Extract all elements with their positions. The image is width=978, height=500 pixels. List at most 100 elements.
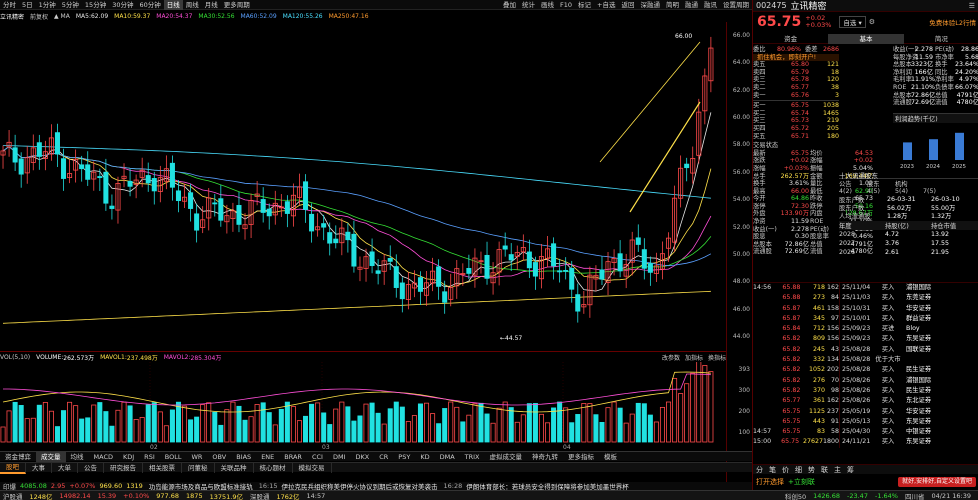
trend-line[interactable] (629, 101, 701, 213)
indicator-tab[interactable]: 资金博弈 (5, 452, 31, 461)
rating-row[interactable]: 25/09/23 买入 东吴证券 (840, 334, 978, 344)
rating-row[interactable]: 25/11/03 买入 东莞证券 (840, 293, 978, 303)
rating-row[interactable]: 25/09/23 买进 Bloy (840, 324, 978, 334)
rating-row[interactable]: 25/08/26 买入 浦银国际 (840, 376, 978, 386)
rating-row[interactable]: 25/05/19 买入 华安证券 (840, 407, 978, 417)
sub-tab[interactable]: 核心题材 (254, 462, 293, 473)
menu-icon[interactable]: ☰ (968, 1, 975, 10)
sub-tab[interactable]: 大事 (26, 462, 52, 473)
adjust-mode[interactable]: 前复权 (30, 13, 49, 21)
indicator-tab[interactable]: 更多指标 (568, 452, 595, 461)
order-row[interactable]: 买二 65.74 1465 (753, 110, 839, 118)
rp-tab-b[interactable]: 笔 (769, 465, 776, 474)
rp-tab[interactable]: 基本 (828, 33, 904, 44)
indicator-tab[interactable]: 均线 (70, 452, 84, 461)
volume-chart[interactable]: 02 03 04 (0, 362, 726, 451)
rating-row[interactable]: 25/08/28 买入 民生证券 (840, 365, 978, 375)
period-tab[interactable]: 月线 (204, 0, 218, 9)
rp-tab-d[interactable]: 细 (795, 465, 802, 474)
news-headline-1[interactable]: 功岛能源市场及商品与欧盟标准接轨 (148, 483, 253, 491)
rp-tab[interactable]: 资金 (784, 34, 798, 43)
rp-tab[interactable]: 简况 (934, 34, 948, 43)
news-headline-2[interactable]: 伊拉克民兵组织称美伊停火协议到期后或恢复对美袭击 (281, 483, 438, 491)
rating-row[interactable]: 25/08/26 买入 民生证券 (840, 386, 978, 396)
period-tab[interactable]: 30分钟 (112, 0, 134, 9)
sub-tab[interactable]: 研究报告 (104, 462, 143, 473)
rating-row[interactable]: 25/11/04 买入 浦银国际 (840, 283, 978, 293)
toolbar-right-tab[interactable]: 深融通 (640, 0, 661, 9)
rating-row[interactable]: 25/08/28 买入 国联证券 (840, 345, 978, 355)
indicator-tab[interactable]: KDJ (122, 452, 135, 461)
sub-tab[interactable]: 大单 (52, 462, 78, 473)
indicator-tab[interactable]: KD (420, 452, 430, 461)
sub-tab[interactable]: 模拟交易 (293, 462, 332, 473)
order-row[interactable]: 卖四 65.79 18 (753, 69, 839, 77)
toolbar-right-tab[interactable]: 融讯 (704, 0, 717, 9)
indicator-tab[interactable]: PSY (398, 452, 411, 461)
toolbar-tool[interactable]: 叠加 (503, 0, 517, 9)
period-tab[interactable]: 1分钟 (38, 0, 56, 9)
indicator-tab[interactable]: RSI (144, 452, 155, 461)
period-tab[interactable]: 5分钟 (61, 0, 79, 9)
toolbar-tool[interactable]: 返回 (621, 0, 635, 9)
vol-tool[interactable]: 换指标 (707, 354, 726, 362)
toolbar-right-tab[interactable]: 简明 (666, 0, 679, 9)
indicator-tab[interactable]: DMI (332, 452, 346, 461)
rp-tab-h[interactable]: 筹 (847, 465, 854, 474)
indicator-tab[interactable]: CR (379, 452, 389, 461)
news-headline-3[interactable]: 伊朗体育部长：若球员安全得到保障将参加美加墨世界杯 (466, 483, 629, 491)
order-row[interactable]: 买五 65.71 180 (753, 133, 839, 141)
watchlist-dropdown[interactable]: 自选 ▾ (839, 16, 866, 28)
period-tab[interactable]: 日线 (163, 0, 183, 10)
toolbar-tool[interactable]: F10 (560, 0, 573, 9)
rating-row[interactable]: 25/10/01 买入 群益证券 (840, 314, 978, 324)
custom-setting-button[interactable]: 就好,安排好,自定义设置吧 (898, 477, 976, 487)
order-row[interactable]: 卖三 65.78 120 (753, 76, 839, 84)
promo-text[interactable]: 抓住机会，即刻开户! (757, 53, 817, 61)
indicator-tab[interactable]: BRAR (284, 452, 302, 461)
period-tab[interactable]: 分时 (3, 0, 16, 9)
indicator-tab[interactable]: BOLL (164, 452, 182, 461)
rating-row[interactable]: 25/04/30 买入 中银证券 (840, 427, 978, 437)
period-tab[interactable]: 60分钟 (139, 0, 161, 9)
l2-trial-link[interactable]: 免费体验L2行情 (929, 19, 976, 27)
rating-row[interactable]: 24/11/21 买入 东吴证券 (840, 437, 978, 447)
rp-tab-e[interactable]: 势 (808, 465, 815, 474)
order-row[interactable]: 买一 65.75 1038 (753, 102, 839, 110)
indicator-tab[interactable]: TRIX (464, 452, 480, 461)
order-row[interactable]: 卖一 65.76 3 (753, 92, 839, 100)
toolbar-right-tab[interactable]: 融通 (685, 0, 698, 9)
settings-icon[interactable]: ⚙ (868, 18, 876, 26)
indicator-tab[interactable]: BIAS (236, 452, 252, 461)
toolbar-tool[interactable]: 标记 (578, 0, 592, 9)
order-row[interactable]: 买三 65.73 219 (753, 117, 839, 125)
sub-tab[interactable]: 问董秘 (182, 462, 215, 473)
toolbar-tool[interactable]: 统计 (522, 0, 536, 9)
rp-tab-c[interactable]: 价 (782, 465, 789, 474)
indicator-tab[interactable]: ENE (261, 452, 275, 461)
rp-tab-f[interactable]: 联 (821, 465, 828, 474)
rp-tab-a[interactable]: 分 (756, 465, 763, 474)
vol-tool[interactable]: 加指标 (684, 354, 703, 362)
order-row[interactable]: 买四 65.72 205 (753, 125, 839, 133)
rp-tab-g[interactable]: 主 (834, 465, 841, 474)
period-tab[interactable]: 周线 (185, 0, 199, 9)
rating-row[interactable]: 25/08/26 买入 东北证券 (840, 396, 978, 406)
open-select-link[interactable]: 打开选择 (756, 478, 784, 486)
sub-tab[interactable]: 相关股票 (143, 462, 182, 473)
indicator-tab[interactable]: 成交量 (36, 451, 66, 462)
rating-row[interactable]: 25/05/13 买入 东吴证券 (840, 417, 978, 427)
indicator-tab[interactable]: DKX (355, 452, 370, 461)
indicator-tab[interactable]: MACD (93, 452, 113, 461)
order-row[interactable]: 卖二 65.77 38 (753, 84, 839, 92)
period-tab[interactable]: 更多周期 (223, 0, 250, 9)
indicator-tab[interactable]: 神奇九转 (532, 452, 559, 461)
indicator-tab[interactable]: WR (191, 452, 203, 461)
indicator-tab[interactable]: 虚拟成交量 (489, 452, 523, 461)
indicator-tab[interactable]: 模板 (604, 452, 618, 461)
promo-banner[interactable]: 抓住机会，即刻开户! (753, 53, 839, 62)
sub-tab[interactable]: 公告 (78, 462, 104, 473)
toolbar-tool[interactable]: +自选 (597, 0, 616, 9)
rating-row[interactable]: 25/08/28 优于大市 (840, 355, 978, 365)
toolbar-right-tab[interactable]: 设置周期 (723, 0, 749, 9)
